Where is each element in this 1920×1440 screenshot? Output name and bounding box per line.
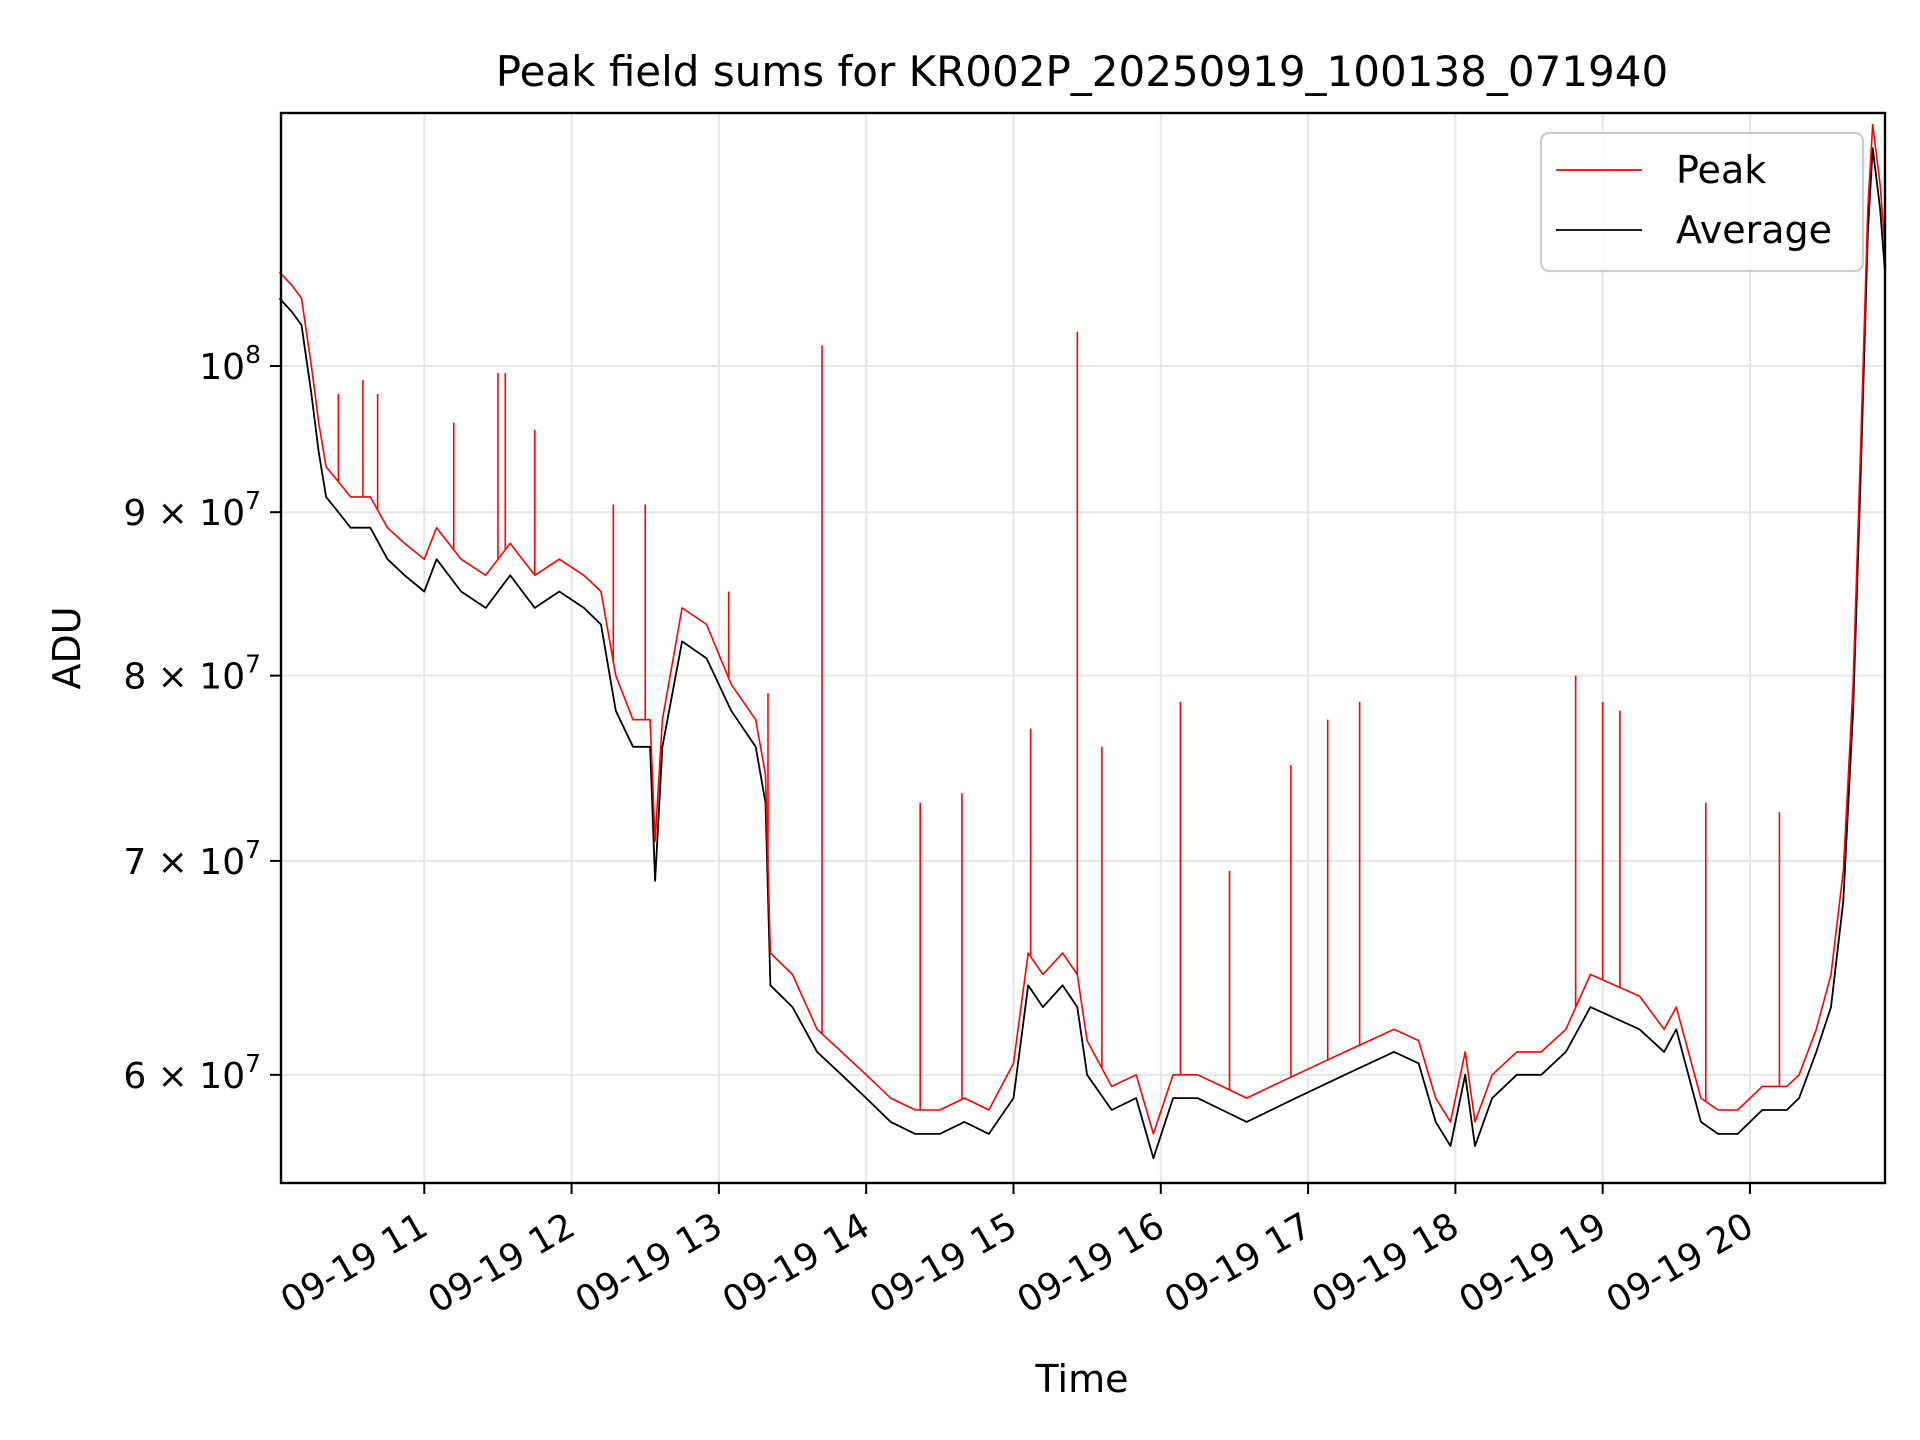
series-line-average — [278, 147, 1886, 1160]
y-tick-label: 7 × 107 — [123, 835, 261, 883]
y-tick-label: 6 × 107 — [123, 1049, 261, 1097]
legend-label-peak: Peak — [1676, 148, 1766, 192]
legend-label-average: Average — [1676, 208, 1832, 252]
y-tick-label: 108 — [199, 340, 261, 388]
y-axis: 6 × 107 7 × 107 8 × 107 9 × 107 108 — [123, 340, 281, 1097]
series-line-peak — [278, 123, 1886, 1135]
x-axis-label: Time — [1035, 1357, 1129, 1401]
series-layer — [278, 123, 1886, 1160]
legend: Peak Average — [1539, 131, 1865, 273]
plot-frame — [279, 111, 1887, 1185]
y-tick-label: 9 × 107 — [123, 486, 261, 534]
legend-box — [1539, 131, 1865, 273]
chart-title: Peak field sums for KR002P_20250919_1001… — [496, 47, 1668, 96]
y-tick-label: 8 × 107 — [123, 650, 261, 698]
y-axis-label: ADU — [45, 606, 89, 689]
spike-layer — [337, 331, 1781, 1110]
grid — [281, 113, 1885, 1183]
